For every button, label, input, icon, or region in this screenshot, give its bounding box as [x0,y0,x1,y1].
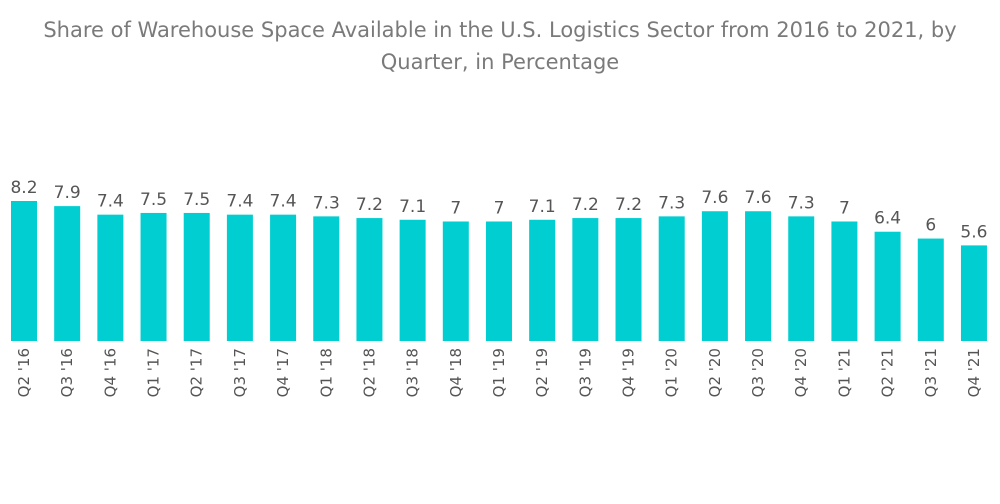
bar-value-label: 7.6 [701,188,728,208]
chart-title-line-2: Quarter, in Percentage [380,50,620,74]
bar [788,216,815,341]
bar [226,214,253,341]
x-tick-label: Q4 '16 [101,348,119,397]
bar [658,216,685,341]
bar [529,219,556,341]
x-tick-label: Q3 '19 [576,348,594,397]
x-tick-label: Q1 '20 [663,348,681,397]
x-tick-label: Q3 '16 [58,348,76,397]
x-tick-label: Q4 '17 [274,348,292,397]
bar [140,212,167,341]
x-tick-label: Q4 '21 [965,348,983,397]
bar [313,216,340,341]
bar-value-label: 7.5 [183,190,210,210]
x-tick-label: Q3 '18 [404,348,422,397]
bar-value-label: 7 [494,198,505,218]
bar-value-label: 7.4 [226,192,253,212]
x-tick-label: Q3 '17 [231,348,249,397]
bar-value-label: 7.1 [529,197,556,217]
bar [917,238,944,341]
bar-value-label: 7.5 [140,190,167,210]
x-tick-label: Q3 '21 [922,348,940,397]
bar [270,214,297,341]
bar-value-label: 7.4 [97,192,124,212]
bar-value-label: 5.6 [960,222,987,242]
bar [356,218,383,341]
bar-value-label: 7.2 [356,195,383,215]
x-tick-label: Q1 '21 [835,348,853,397]
x-tick-label: Q2 '21 [879,348,897,397]
bar-value-label: 7.6 [745,188,772,208]
bar [485,221,512,341]
bar [874,231,901,341]
x-tick-label: Q4 '19 [620,348,638,397]
bar [960,245,987,341]
bar [11,201,37,341]
bar [745,211,772,341]
chart-title: Share of Warehouse Space Available in th… [0,14,1000,78]
bar-value-label: 6.4 [874,209,901,229]
bar-value-label: 7.2 [615,195,642,215]
x-tick-label: Q1 '18 [317,348,335,397]
x-tick-label: Q1 '19 [490,348,508,397]
bar [831,221,858,341]
x-tick-label: Q2 '18 [360,348,378,397]
x-tick-label: Q4 '18 [447,348,465,397]
bar-value-label: 7 [839,198,850,218]
bar-value-label: 6 [925,216,936,236]
chart-title-line-1: Share of Warehouse Space Available in th… [43,18,957,42]
x-tick-label: Q4 '20 [792,348,810,397]
bar [701,211,728,341]
bar [54,206,81,341]
bar-value-label: 7 [450,198,461,218]
x-tick-label: Q2 '19 [533,348,551,397]
bar-value-label: 7.3 [313,193,340,213]
bar [97,214,124,341]
bar-value-label: 7.9 [54,183,81,203]
x-tick-label: Q2 '17 [188,348,206,397]
bar-value-label: 7.3 [788,193,815,213]
x-tick-label: Q1 '17 [145,348,163,397]
bar-value-label: 8.2 [10,178,37,198]
bar-value-label: 7.4 [270,192,297,212]
bar [442,221,469,341]
bar [399,219,426,341]
bar [183,212,210,341]
bar-value-label: 7.1 [399,197,426,217]
x-tick-label: Q2 '20 [706,348,724,397]
x-tick-label: Q3 '20 [749,348,767,397]
bar [615,218,642,341]
bar-value-label: 7.3 [658,193,685,213]
bar-value-label: 7.2 [572,195,599,215]
bar [572,218,599,341]
x-tick-label: Q2 '16 [15,348,33,397]
